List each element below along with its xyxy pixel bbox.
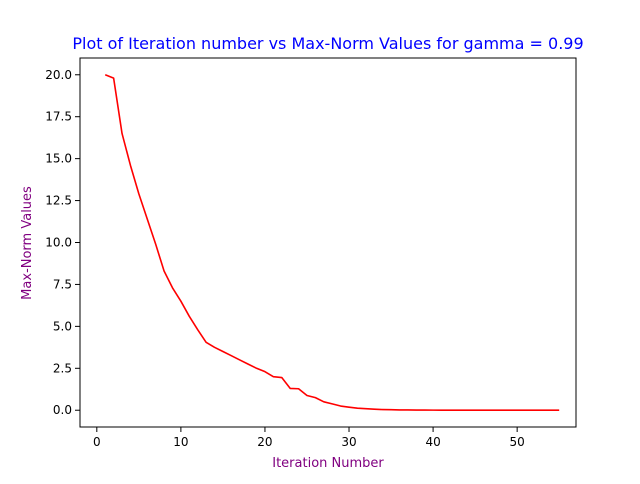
- y-tick-label: 0.0: [53, 403, 72, 417]
- y-tick-label: 2.5: [53, 361, 72, 375]
- x-tick-label: 10: [173, 435, 188, 449]
- y-tick-label: 7.5: [53, 277, 72, 291]
- axes-frame: [79, 57, 577, 428]
- chart-title: Plot of Iteration number vs Max-Norm Val…: [72, 34, 583, 53]
- y-axis-label: Max-Norm Values: [20, 186, 35, 300]
- series-line: [104, 74, 560, 412]
- y-tick-label: 12.5: [45, 194, 72, 208]
- x-tick-label: 0: [93, 435, 101, 449]
- x-axis-label: Iteration Number: [272, 456, 384, 471]
- x-axis-ticks: 0 10 20 30 40 50: [93, 427, 525, 449]
- y-tick-label: 17.5: [45, 110, 72, 124]
- x-tick-label: 50: [510, 435, 525, 449]
- plot-area: [104, 74, 560, 412]
- x-tick-label: 30: [341, 435, 356, 449]
- x-tick-label: 40: [425, 435, 440, 449]
- y-tick-label: 15.0: [45, 152, 72, 166]
- y-tick-label: 5.0: [53, 319, 72, 333]
- y-axis-ticks: 0.0 2.5 5.0 7.5 10.0 12.5 15.0 17.5 20.0: [45, 68, 80, 417]
- y-tick-label: 20.0: [45, 68, 72, 82]
- x-tick-label: 20: [257, 435, 272, 449]
- y-tick-label: 10.0: [45, 236, 72, 250]
